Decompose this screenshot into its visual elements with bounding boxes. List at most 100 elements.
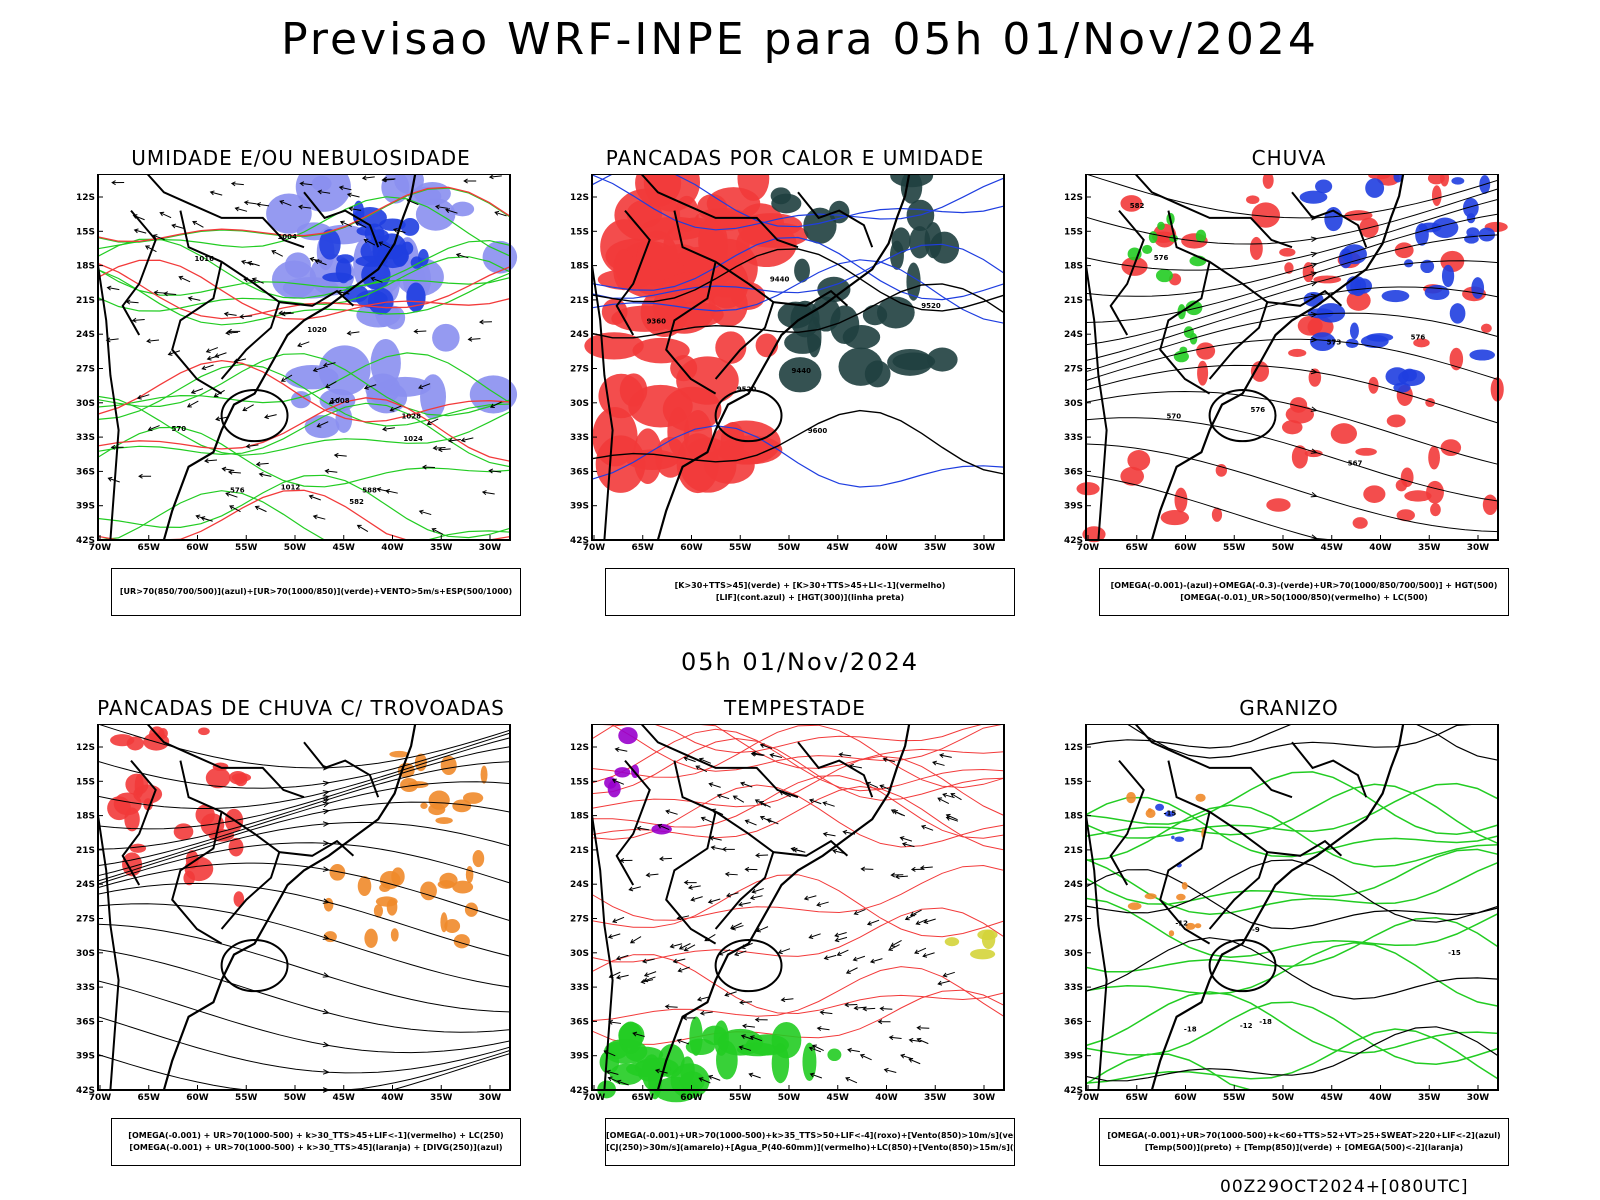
- wind850-vector: [899, 836, 913, 842]
- wind-vector: [201, 364, 214, 371]
- wind850-vector: [699, 1010, 713, 1016]
- heat-shower-green-area: [838, 347, 883, 386]
- contour-label: 1020: [307, 326, 327, 334]
- storm-purple-area: [651, 823, 672, 835]
- wind-vector: [214, 352, 227, 358]
- lc500-streamline: [1085, 390, 1499, 465]
- wind-vector: [460, 437, 474, 443]
- wind-vector: [413, 328, 427, 334]
- lat-tick-label: 27S: [76, 365, 95, 375]
- wind850-vector: [808, 933, 821, 939]
- lon-tick-label: 45W: [827, 1093, 850, 1103]
- wind850-vector: [724, 871, 738, 877]
- lon-tick-label: 65W: [1126, 543, 1149, 553]
- country-border: [1134, 174, 1293, 249]
- country-border: [1267, 839, 1343, 857]
- thickness-contour: [97, 186, 511, 242]
- wind850-vector: [945, 813, 958, 821]
- wind-vector: [370, 276, 383, 283]
- rain-green-area: [1148, 231, 1158, 244]
- lon-tick-label: 30W: [479, 543, 502, 553]
- humidity-low-contour: [97, 196, 511, 257]
- lat-tick-label: 18S: [570, 812, 589, 822]
- contour-label: 570: [1166, 413, 1181, 421]
- wind850-vector: [790, 846, 804, 853]
- lat-tick-label: 27S: [76, 915, 95, 925]
- lon-tick-label: 40W: [875, 1093, 898, 1103]
- contour-label: 1016: [194, 255, 214, 263]
- lon-tick-label: 60W: [186, 1093, 209, 1103]
- wind850-vector: [822, 801, 835, 807]
- wind-vector: [432, 445, 446, 451]
- legend-line-1: [UR>70(850/700/500)](azul)+[UR>70(1000/8…: [119, 587, 513, 596]
- wind850-vector: [916, 1025, 930, 1031]
- wind-vector: [361, 175, 375, 181]
- lat-tick-label: 15S: [76, 777, 95, 787]
- coastline: [1150, 724, 1405, 1091]
- rain-red-area: [1174, 487, 1188, 513]
- lon-tick-label: 60W: [1174, 1093, 1197, 1103]
- contour-label: 9440: [770, 275, 790, 283]
- coastline: [1150, 174, 1405, 541]
- wind850-vector: [809, 798, 822, 805]
- lc250-streamline: [97, 923, 511, 1013]
- contour-label: -18: [1259, 1018, 1272, 1026]
- wind850-vector: [755, 852, 769, 858]
- wind-vector: [363, 238, 376, 246]
- wind-vector: [338, 185, 352, 191]
- thunder-red-area: [228, 837, 244, 857]
- lon-tick-label: 65W: [632, 543, 655, 553]
- wind-vector: [133, 228, 147, 234]
- lat-tick-label: 24S: [76, 330, 95, 340]
- thunder-orange-area: [420, 802, 428, 809]
- country-border: [146, 724, 305, 799]
- wind850-vector: [908, 1037, 922, 1043]
- heat-shower-red-area: [654, 436, 687, 478]
- heat-shower-red-area: [613, 248, 635, 291]
- legend-line-1: [K>30+TTS>45](verde) + [K>30+TTS>45+LI<-…: [674, 581, 946, 590]
- west-coastline: [1085, 265, 1108, 541]
- omega-orange-area: [1126, 791, 1136, 804]
- lat-tick-label: 12S: [570, 743, 589, 753]
- wind850-vector: [937, 980, 950, 986]
- panel-granizo: GRANIZO -9 -12 -15 -18 -15 -12 -18 12S 15S 18S 21S…: [1054, 696, 1524, 1176]
- legend-line-2: [OMEGA(-0.01)_UR>50(1000/850)(vermelho) …: [1180, 593, 1428, 602]
- thunder-orange-area: [452, 799, 472, 813]
- rain-blue-area: [1441, 264, 1455, 288]
- country-border: [303, 741, 380, 798]
- country-border: [1134, 724, 1293, 799]
- uruguay-outline: [1208, 938, 1277, 993]
- country-border: [1167, 760, 1269, 930]
- wind850-vector: [853, 1005, 867, 1011]
- lc250-streamline: [97, 980, 511, 1054]
- wind850-vector: [734, 950, 747, 957]
- wind850-vector: [838, 752, 852, 758]
- humidity-low-contour: [97, 269, 511, 326]
- rain-blue-area: [1418, 222, 1442, 233]
- contour-label: -15: [1164, 809, 1177, 817]
- rain-green-area: [1195, 229, 1207, 243]
- humidity-mid-area: [482, 240, 518, 274]
- panel-legend: [K>30+TTS>45](verde) + [K>30+TTS>45+LI<-…: [605, 568, 1015, 616]
- humidity-low-contour: [97, 352, 511, 408]
- wind850-vector: [759, 743, 773, 749]
- streamline-arrow: [322, 898, 330, 904]
- rain-blue-area: [1464, 234, 1479, 244]
- wind-vector: [187, 296, 201, 301]
- streamline-arrow: [1310, 336, 1319, 343]
- wind850-vector: [716, 793, 730, 800]
- thunder-orange-area: [329, 864, 346, 881]
- lc250-streamline: [97, 732, 511, 789]
- wind850-vector: [939, 753, 952, 759]
- thickness-contour: [97, 397, 511, 462]
- thunder-red-area: [129, 843, 147, 853]
- wind850-vector: [822, 831, 836, 837]
- streamline-arrow: [322, 934, 330, 940]
- lat-tick-label: 30S: [570, 949, 589, 959]
- rain-blue-area: [1424, 284, 1450, 301]
- rain-blue-area: [1349, 322, 1359, 340]
- lc250-streamline: [97, 949, 511, 1033]
- wind850-vector: [847, 1047, 860, 1053]
- rain-blue-area: [1431, 217, 1459, 239]
